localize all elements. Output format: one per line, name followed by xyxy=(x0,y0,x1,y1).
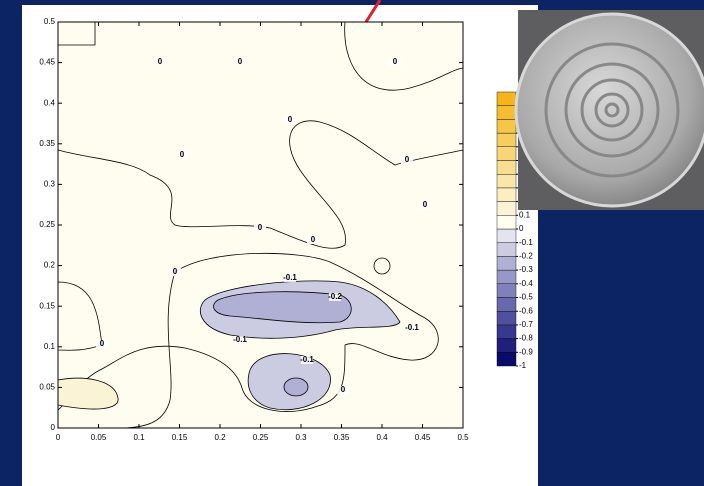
y-tick-label: 0.15 xyxy=(39,301,55,310)
colorbar-bin xyxy=(496,173,517,189)
contour-label-bg xyxy=(307,236,319,244)
y-tick-label: 0.05 xyxy=(39,383,55,392)
colorbar-bin xyxy=(496,256,517,271)
contour-label: 0 xyxy=(158,57,163,66)
contour-label-bg xyxy=(176,151,188,159)
colorbar-bin xyxy=(496,91,517,106)
x-tick-label: 0.45 xyxy=(415,433,431,442)
contour-label: 0 xyxy=(238,57,243,66)
colorbar-bin xyxy=(496,297,517,312)
x-tick-label: 0.4 xyxy=(376,433,388,442)
contour-region xyxy=(57,377,119,410)
colorbar-bin xyxy=(496,105,517,120)
x-tick-label: 0.35 xyxy=(334,433,350,442)
colorbar-bin xyxy=(496,338,517,353)
contour-label-bg xyxy=(169,268,181,276)
x-tick-label: 0.15 xyxy=(172,433,188,442)
contour-label-bg xyxy=(284,116,296,124)
disc-rings xyxy=(544,42,680,178)
y-tick-label: 0.45 xyxy=(39,58,55,67)
colorbar-label: 0.1 xyxy=(519,210,531,219)
colorbar-label: -0.8 xyxy=(519,334,533,343)
contour-label-bg xyxy=(401,156,413,164)
contour-region xyxy=(213,291,352,324)
colorbar: -1 -0.9 -0.8 -0.7 -0.6 -0.5 -0.4 -0.3 -0.2 -0.1 0 0… xyxy=(496,87,533,370)
colorbar-bin xyxy=(496,269,517,285)
contour-label-bg xyxy=(329,293,341,301)
x-tick-label: 0.5 xyxy=(457,433,469,442)
contour-label: 0 xyxy=(288,115,293,124)
contour-label: 0 xyxy=(405,155,410,164)
colorbar-bin xyxy=(496,187,517,202)
contour-label: -0.1 xyxy=(233,335,247,344)
contour-label: -0.1 xyxy=(300,355,314,364)
x-tick-label: 0.1 xyxy=(133,433,145,442)
contour-label-bg xyxy=(234,58,246,66)
contour-label: -0.1 xyxy=(283,273,297,282)
contour-label-bg xyxy=(406,324,418,332)
colorbar-label: -0.4 xyxy=(519,279,533,288)
contour-label: 0 xyxy=(258,223,263,232)
colorbar-label: -0.6 xyxy=(519,306,533,315)
colorbar-bin xyxy=(496,160,517,175)
colorbar-bin xyxy=(496,242,517,257)
y-tick-label: 0 xyxy=(51,423,56,432)
red-stroke xyxy=(364,0,382,23)
colorbar-bin xyxy=(496,119,517,134)
photo xyxy=(514,10,704,210)
colorbar-bin xyxy=(496,146,517,161)
x-tick-label: 0 xyxy=(56,433,61,442)
contour-label: 0 xyxy=(180,150,185,159)
contour-label: 0 xyxy=(311,235,316,244)
colorbar-bin xyxy=(496,283,517,298)
x-tick-label: 0.3 xyxy=(295,433,307,442)
colorbar-label: -0.7 xyxy=(519,320,533,329)
contour-label-bg xyxy=(419,201,431,209)
y-tick-label: 0.3 xyxy=(44,180,56,189)
contour-label-bg xyxy=(154,58,166,66)
contour-label: 0 xyxy=(423,200,428,209)
colorbar-label: -1 xyxy=(519,361,527,370)
contour-label: 0 xyxy=(173,267,178,276)
contour-label-bg xyxy=(337,386,349,394)
colorbar-bin xyxy=(496,324,517,339)
contour-label: 0 xyxy=(341,385,346,394)
contour-label-bg xyxy=(234,336,246,344)
y-tick-label: 0.5 xyxy=(44,17,56,26)
contour-label-bg xyxy=(301,356,313,364)
contour-label: 0 xyxy=(100,339,105,348)
contour-label-bg xyxy=(254,224,266,232)
colorbar-bin xyxy=(496,132,517,148)
contour-label: 0 xyxy=(393,57,398,66)
x-tick-label: 0.2 xyxy=(214,433,226,442)
colorbar-bin xyxy=(496,228,517,243)
colorbar-label: -0.1 xyxy=(519,238,533,247)
y-tick-label: 0.4 xyxy=(44,98,56,107)
contour-label-bg xyxy=(284,274,296,282)
colorbar-bin xyxy=(496,311,517,326)
colorbar-label: -0.5 xyxy=(519,293,533,302)
y-tick-label: 0.35 xyxy=(39,139,55,148)
contour-label: -0.1 xyxy=(405,323,419,332)
colorbar-label: -0.9 xyxy=(519,347,533,356)
colorbar-bin xyxy=(496,352,517,367)
colorbar-label: -0.2 xyxy=(519,252,533,261)
colorbar-bin xyxy=(496,201,517,216)
y-tick-label: 0.2 xyxy=(44,261,56,270)
contour-label-bg xyxy=(96,340,108,348)
colorbar-bin xyxy=(496,215,517,230)
colorbar-label: -0.3 xyxy=(519,265,533,274)
colorbar-label: 0 xyxy=(519,224,524,233)
contour-region xyxy=(57,21,464,249)
y-tick-label: 0.25 xyxy=(39,220,55,229)
contour-label-bg xyxy=(389,58,401,66)
contour-region xyxy=(283,377,309,397)
y-tick-label: 0.1 xyxy=(44,342,56,351)
x-tick-label: 0.25 xyxy=(253,433,269,442)
contour-label: -0.2 xyxy=(328,292,342,301)
x-tick-label: 0.05 xyxy=(91,433,107,442)
